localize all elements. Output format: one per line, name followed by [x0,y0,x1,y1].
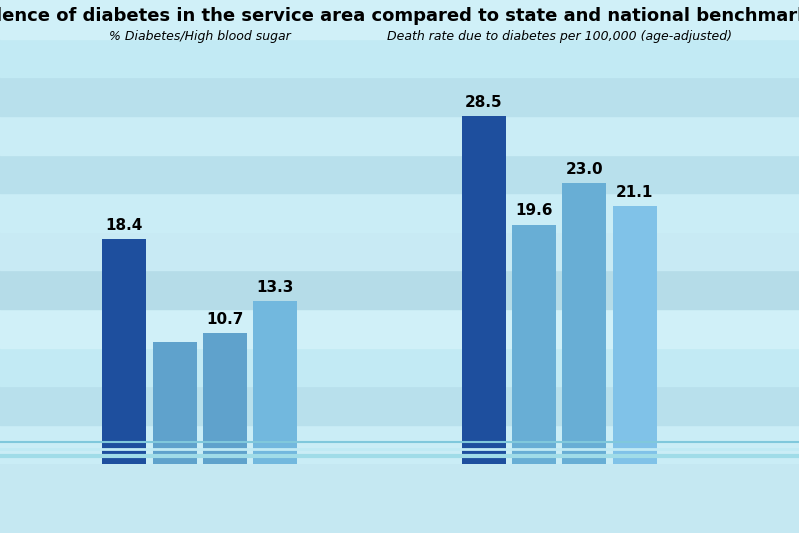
Bar [253,302,297,464]
Bar [613,206,657,464]
Bar [0,77,799,116]
Bar [0,386,799,425]
Text: 18.4: 18.4 [105,218,143,233]
Text: 10.7: 10.7 [206,312,244,327]
Bar [562,183,606,464]
Bar [0,232,799,271]
Bar [153,342,197,464]
Bar [0,193,799,232]
Text: Death rate due to diabetes per 100,000 (age-adjusted): Death rate due to diabetes per 100,000 (… [387,30,732,43]
Bar [102,239,146,464]
Bar [0,309,799,348]
Bar [0,425,799,464]
Bar [0,348,799,386]
Bar [0,39,799,77]
Bar [462,116,506,464]
Bar [512,224,556,464]
Text: Prevalence of diabetes in the service area compared to state and national benchm: Prevalence of diabetes in the service ar… [0,7,799,25]
Bar [0,271,799,309]
Text: 19.6: 19.6 [515,204,553,219]
Bar [0,116,799,155]
Text: 21.1: 21.1 [616,185,654,200]
Bar [0,155,799,193]
Bar [0,0,799,39]
Text: 28.5: 28.5 [465,95,503,110]
Text: % Diabetes/High blood sugar: % Diabetes/High blood sugar [109,30,291,43]
Bar [203,333,247,464]
Text: 13.3: 13.3 [256,280,294,295]
Text: 23.0: 23.0 [566,162,603,177]
